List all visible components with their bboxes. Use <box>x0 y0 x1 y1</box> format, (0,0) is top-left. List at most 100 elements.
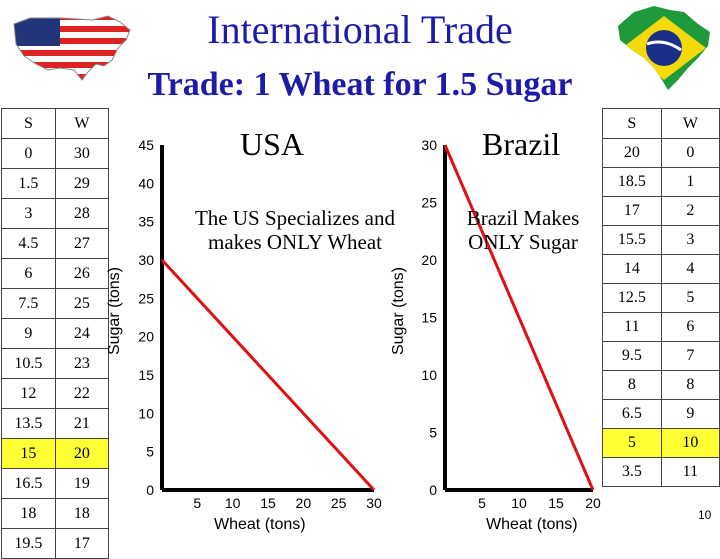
usa-x-tick-label: 25 <box>331 495 347 511</box>
usa-cell-s: 13.5 <box>1 408 56 439</box>
usa-cell-s: 16.5 <box>1 468 56 499</box>
brazil-cell-w: 4 <box>660 254 720 284</box>
usa-y-tick-label: 5 <box>146 444 154 460</box>
brazil-table-row: 12.5 5 <box>602 283 720 313</box>
usa-cell-s: 4.5 <box>1 228 56 259</box>
usa-y-tick-label: 40 <box>138 175 154 191</box>
usa-table-row: 4.5 27 <box>1 228 110 259</box>
usa-table-row: 16.5 19 <box>1 468 110 499</box>
usa-cell-s: 15 <box>1 438 56 469</box>
usa-chart-title: USA <box>240 126 305 162</box>
brazil-y-tick-label: 10 <box>421 367 437 383</box>
brazil-cell-s: 6.5 <box>602 399 662 429</box>
usa-cell-s: 9 <box>1 318 56 349</box>
brazil-cell-s: 12.5 <box>602 283 662 313</box>
brazil-table-row: 6.5 9 <box>602 399 720 429</box>
brazil-cell-s: 15.5 <box>602 225 662 255</box>
brazil-table-row: 18.5 1 <box>602 167 720 197</box>
usa-cell-w: 23 <box>54 348 110 379</box>
brazil-cell-w: 10 <box>660 428 720 458</box>
usa-cell-w: 27 <box>54 228 110 259</box>
usa-y-tick-label: 30 <box>138 252 154 268</box>
usa-cell-s: 1.5 <box>1 168 56 199</box>
usa-cell-w: 25 <box>54 288 110 319</box>
usa-table-row: 10.5 23 <box>1 348 110 379</box>
usa-table-header: S W <box>1 108 110 139</box>
usa-table-row: 6 26 <box>1 258 110 289</box>
brazil-cell-s: 3.5 <box>602 457 662 487</box>
brazil-flag-map-icon <box>618 6 710 90</box>
brazil-table-row: 14 4 <box>602 254 720 284</box>
brazil-cell-s: 11 <box>602 312 662 342</box>
brazil-x-tick-label: 5 <box>478 495 486 511</box>
usa-table-row: 7.5 25 <box>1 288 110 319</box>
brazil-table-row: 9.5 7 <box>602 341 720 371</box>
usa-cell-w: 22 <box>54 378 110 409</box>
usa-y-tick-label: 25 <box>138 290 154 306</box>
usa-x-tick-label: 10 <box>225 495 241 511</box>
brazil-cell-w: 1 <box>660 167 720 197</box>
usa-ppf-line <box>160 258 376 492</box>
page-subtitle: Trade: 1 Wheat for 1.5 Sugar <box>147 66 573 103</box>
brazil-x-tick-label: 15 <box>548 495 564 511</box>
usa-y-tick-label: 10 <box>138 405 154 421</box>
usa-x-tick-label: 15 <box>260 495 276 511</box>
usa-y-tick-label: 0 <box>146 482 154 498</box>
usa-table-row: 12 22 <box>1 378 110 409</box>
brazil-x-axis-label: Wheat (tons) <box>486 516 578 533</box>
brazil-y-tick-label: 0 <box>429 482 437 498</box>
usa-table-row: 13.5 21 <box>1 408 110 439</box>
brazil-header-w: W <box>660 108 720 139</box>
usa-table-row: 18 18 <box>1 498 110 529</box>
brazil-table-header: S W <box>602 108 720 139</box>
usa-x-tick-label: 20 <box>296 495 312 511</box>
usa-cell-w: 30 <box>54 138 110 169</box>
brazil-cell-w: 11 <box>660 457 720 487</box>
usa-header-w: W <box>54 108 110 139</box>
brazil-cell-w: 6 <box>660 312 720 342</box>
usa-x-tick-label: 30 <box>366 495 382 511</box>
usa-note-line1: The US Specializes and <box>194 206 396 230</box>
page-title: International Trade <box>207 7 513 52</box>
brazil-table-row: 11 6 <box>602 312 720 342</box>
brazil-cell-w: 9 <box>660 399 720 429</box>
brazil-ppf-line <box>443 144 595 491</box>
usa-cell-w: 20 <box>54 438 110 469</box>
brazil-table-row: 5 10 <box>602 428 720 458</box>
usa-table-row: 0 30 <box>1 138 110 169</box>
usa-x-axis-label: Wheat (tons) <box>214 516 306 533</box>
brazil-table-row: 3.5 11 <box>602 457 720 487</box>
brazil-x-tick-label: 10 <box>511 495 527 511</box>
usa-y-tick-label: 35 <box>138 214 154 230</box>
usa-cell-w: 19 <box>54 468 110 499</box>
brazil-y-tick-label: 25 <box>421 195 437 211</box>
usa-table-row: 9 24 <box>1 318 110 349</box>
usa-cell-s: 7.5 <box>1 288 56 319</box>
brazil-cell-s: 5 <box>602 428 662 458</box>
brazil-note: Brazil Makes ONLY Sugar <box>448 206 598 254</box>
usa-cell-s: 12 <box>1 378 56 409</box>
usa-chart-svg: 0 5 10 15 20 25 30 35 40 45 5 10 15 20 25 30 0 5 10 15 20 25 3… <box>138 137 601 511</box>
usa-y-tick-label: 15 <box>138 367 154 383</box>
usa-cell-s: 18 <box>1 498 56 529</box>
usa-table-row: 15 20 <box>1 438 110 469</box>
brazil-chart-title: Brazil <box>482 126 561 162</box>
brazil-cell-w: 8 <box>660 370 720 400</box>
brazil-y-tick-label: 30 <box>421 137 437 153</box>
usa-note-line2: makes ONLY Wheat <box>207 230 382 254</box>
usa-y-tick-label: 45 <box>138 137 154 153</box>
brazil-x-tick-label: 20 <box>585 495 601 511</box>
brazil-cell-w: 7 <box>660 341 720 371</box>
usa-flag-map-icon <box>13 15 131 81</box>
page-number: 10 <box>698 508 712 522</box>
brazil-y-tick-label: 15 <box>421 310 437 326</box>
usa-y-tick-label: 20 <box>138 329 154 345</box>
usa-table-row: 3 28 <box>1 198 110 229</box>
brazil-cell-s: 18.5 <box>602 167 662 197</box>
brazil-note-line2: ONLY Sugar <box>468 230 578 254</box>
usa-note: The US Specializes and makes ONLY Wheat <box>160 206 430 254</box>
usa-x-tick-label: 5 <box>193 495 201 511</box>
brazil-y-tick-label: 20 <box>421 252 437 268</box>
brazil-y-tick-label: 5 <box>429 425 437 441</box>
